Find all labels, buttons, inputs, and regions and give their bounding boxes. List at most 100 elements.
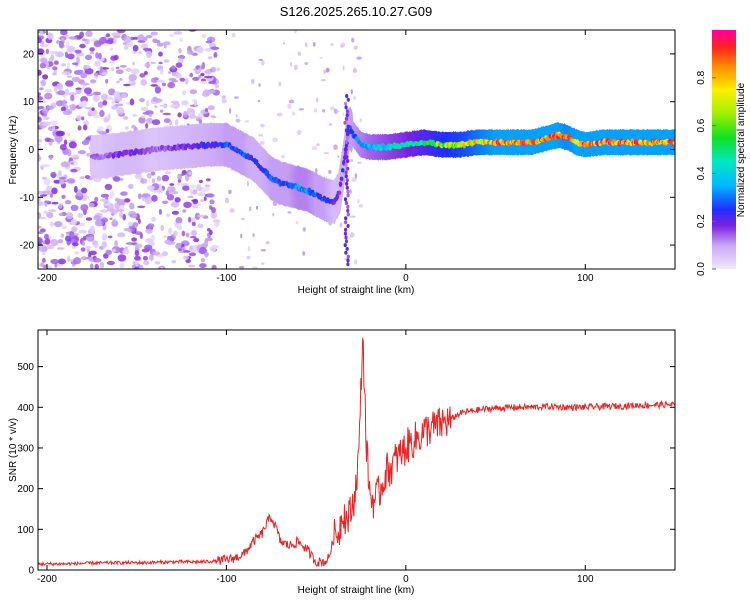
spectrogram-noise-cell <box>322 109 326 113</box>
spectrogram-noise-cell <box>55 100 65 107</box>
spectrogram-noise-cell <box>101 209 106 213</box>
spectrogram-noise-cell <box>221 98 227 104</box>
spectrogram-ridge-cell <box>672 140 675 145</box>
spectrogram-noise-cell <box>134 173 143 180</box>
spectrogram-noise-cell <box>63 139 68 146</box>
spectrogram-noise-cell <box>260 249 266 252</box>
spectrogram-noise-cell <box>81 85 85 91</box>
spectrogram-noise-cell <box>156 42 164 47</box>
spectrogram-noise-cell <box>81 241 85 246</box>
spectrogram-noise-cell <box>193 238 200 243</box>
spectrogram-noise-cell <box>199 246 207 255</box>
spectrogram-noise-cell <box>188 216 192 223</box>
spectrogram-noise-cell <box>244 120 250 123</box>
spectrogram-noise-cell <box>323 69 327 75</box>
spectrogram-noise-cell <box>42 121 51 127</box>
spectrogram-noise-cell <box>247 246 251 252</box>
spectrogram-streak-cell <box>344 170 348 175</box>
spectrogram-noise-cell <box>86 234 95 242</box>
x-tick-label: -200 <box>37 574 57 585</box>
spectrogram-noise-cell <box>177 178 182 183</box>
spectrogram-noise-cell <box>198 179 203 184</box>
spectrogram-noise-cell <box>85 136 92 141</box>
spectrogram-noise-cell <box>56 40 60 44</box>
spectrogram-noise-cell <box>42 98 46 104</box>
spectrogram-noise-cell <box>38 116 42 123</box>
x-tick-label: 100 <box>577 574 594 585</box>
spectrogram-noise-cell <box>43 200 52 204</box>
spectrogram-noise-cell <box>38 48 45 55</box>
spectrogram-noise-cell <box>115 209 125 212</box>
spectrogram-noise-cell <box>145 201 150 205</box>
spectrogram-noise-cell <box>188 264 196 268</box>
spectrogram-noise-cell <box>49 154 53 161</box>
spectrogram-noise-cell <box>110 55 118 61</box>
spectrogram-streak-cell <box>346 224 350 228</box>
spectrogram-streak-cell <box>346 159 350 163</box>
spectrogram-noise-cell <box>47 32 54 40</box>
spectrogram-noise-cell <box>66 53 75 60</box>
spectrogram-noise-cell <box>89 47 95 52</box>
spectrogram-noise-cell <box>192 205 199 209</box>
spectrogram-streak-cell <box>344 105 348 110</box>
spectrogram-noise-cell <box>57 258 66 265</box>
spectrogram-noise-cell <box>176 182 183 186</box>
spectrogram-noise-cell <box>80 82 90 86</box>
y-tick-label: -20 <box>20 241 35 252</box>
y-tick-label: 400 <box>17 403 34 414</box>
spectrogram-noise-cell <box>348 158 354 163</box>
spectrogram-noise-cell <box>89 225 95 234</box>
spectrogram-noise-cell <box>111 98 116 105</box>
spectrogram-noise-cell <box>97 126 104 132</box>
spectrogram-noise-cell <box>142 255 148 261</box>
spectrogram-noise-cell <box>146 185 155 191</box>
spectrogram-noise-cell <box>73 257 82 265</box>
spectrogram-noise-cell <box>158 208 162 215</box>
spectrogram-noise-cell <box>205 186 210 192</box>
snr-x-axis-label: Height of straight line (km) <box>298 585 415 596</box>
spectrogram-noise-cell <box>80 247 86 252</box>
spectrogram-noise-cell <box>99 198 108 202</box>
spectrogram-noise-cell <box>43 116 50 120</box>
spectrogram-noise-cell <box>64 235 72 242</box>
spectrogram-noise-cell <box>49 193 54 198</box>
spectrogram-noise-cell <box>183 110 188 118</box>
spectrogram-streak-cell <box>345 109 349 114</box>
spectrogram-noise-cell <box>208 56 213 60</box>
spectrogram-noise-cell <box>80 256 88 261</box>
spectrogram-noise-cell <box>175 217 183 224</box>
spectrogram-noise-cell <box>258 134 264 137</box>
spectrogram-noise-cell <box>76 69 84 73</box>
spectrogram-noise-cell <box>351 177 357 182</box>
spectrogram-noise-cell <box>49 139 55 143</box>
spectrogram-streak-cell <box>345 185 349 190</box>
spectrogram-noise-cell <box>349 215 356 218</box>
spectrogram-noise-cell <box>94 196 99 203</box>
spectrogram-noise-cell <box>320 79 327 82</box>
spectrogram-noise-cell <box>60 233 64 238</box>
spectrogram-noise-cell <box>114 202 121 210</box>
spectrogram-noise-cell <box>105 33 111 38</box>
spectrogram-noise-cell <box>66 178 76 184</box>
spectrogram-noise-cell <box>311 146 318 151</box>
spectrogram-noise-cell <box>81 100 88 107</box>
spectrogram-noise-cell <box>123 83 131 87</box>
spectrogram-noise-cell <box>101 72 108 76</box>
spectrogram-noise-cell <box>108 96 113 100</box>
spectrogram-noise-cell <box>209 205 213 210</box>
spectrogram-noise-cell <box>161 200 169 204</box>
spectrogram-noise-cell <box>139 73 146 78</box>
spectrogram-noise-cell <box>197 202 201 206</box>
spectrogram-noise-cell <box>120 191 127 196</box>
spectrogram-noise-cell <box>316 143 320 147</box>
spectrogram-noise-cell <box>123 45 129 51</box>
spectrogram-noise-cell <box>288 99 295 104</box>
spectrogram-noise-cell <box>100 217 109 223</box>
snr-plot-area <box>38 330 675 570</box>
spectrogram-noise-cell <box>76 56 80 64</box>
spectrogram-noise-cell <box>283 41 286 45</box>
spectrogram-noise-cell <box>359 118 363 123</box>
spectrogram-noise-cell <box>70 204 79 211</box>
spectrogram-noise-cell <box>50 238 59 247</box>
